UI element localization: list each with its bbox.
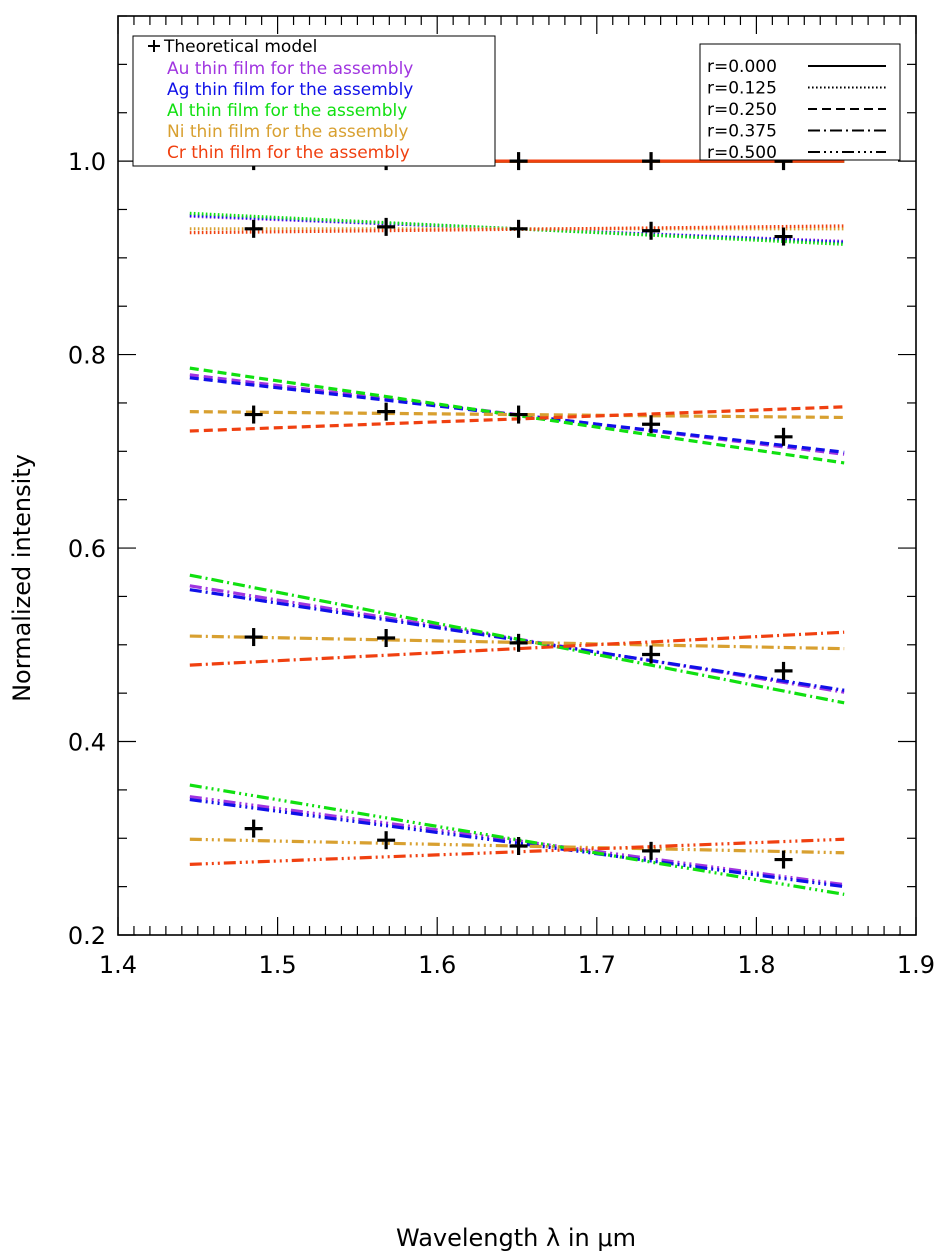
- style-legend-label: r=0.375: [707, 122, 777, 142]
- theoretical-model-marker: [509, 837, 528, 856]
- style-legend-label: r=0.000: [707, 57, 777, 77]
- series-line-cr-r0_125: [189, 224, 845, 235]
- series-line-au-r0_500: [189, 795, 845, 887]
- theoretical-model-marker: [244, 819, 263, 838]
- style-legend-entry: r=0.125: [707, 79, 886, 99]
- theoretical-model-marker: [509, 405, 528, 424]
- theoretical-model-marker: [509, 152, 528, 171]
- axes: [117, 15, 917, 936]
- legend-label-theoretical-model: Theoretical model: [163, 37, 317, 57]
- legend-label-cr: Cr thin film for the assembly: [167, 143, 410, 163]
- legend-label-au: Au thin film for the assembly: [167, 59, 413, 79]
- theoretical-model-marker: [244, 219, 263, 238]
- x-tick-label: 1.6: [418, 951, 456, 979]
- material-legend-box: [132, 35, 496, 167]
- y-axis-label: Normalized intensity: [8, 454, 36, 702]
- style-legend-box: [699, 43, 901, 161]
- legend-label-al: Al thin film for the assembly: [167, 101, 407, 121]
- theoretical-model-marker: [244, 628, 263, 647]
- theoretical-model-marker: [377, 629, 396, 648]
- y-tick-label: 1.0: [68, 148, 106, 176]
- theoretical-model-marker: [509, 633, 528, 652]
- style-legend-entry: r=0.500: [707, 143, 886, 163]
- theoretical-model-marker: [377, 217, 396, 236]
- theoretical-model-marker: [642, 152, 661, 171]
- legend-label-ag: Ag thin film for the assembly: [167, 80, 413, 100]
- series-line-ni-r0_500: [189, 837, 845, 855]
- theoretical-model-marker: [509, 219, 528, 238]
- x-tick-label: 1.4: [99, 951, 137, 979]
- theoretical-model-marker: [774, 850, 793, 869]
- theoretical-model-marker: [642, 415, 661, 434]
- y-tick-label: 0.6: [68, 535, 106, 563]
- series-line-ag-r0_500: [189, 797, 845, 889]
- theoretical-model-marker: [377, 831, 396, 850]
- theoretical-model-marker: [642, 645, 661, 664]
- style-legend-entry: r=0.375: [707, 122, 886, 142]
- theoretical-model-marker: [642, 841, 661, 860]
- style-legend-label: r=0.125: [707, 79, 777, 99]
- theoretical-model-marker: [244, 405, 263, 424]
- y-tick-label: 0.8: [68, 342, 106, 370]
- series-line-cr-r0_500: [189, 837, 845, 866]
- legend-entry-theoretical-model: Theoretical model: [148, 37, 317, 57]
- x-tick-label: 1.7: [578, 951, 616, 979]
- style-legend-label: r=0.250: [707, 100, 777, 120]
- series-line-cr-r0_375: [189, 630, 845, 667]
- series-line-al-r0_500: [189, 783, 845, 896]
- series-line-al-r0_125: [189, 211, 845, 246]
- series-line-ni-r0_375: [189, 634, 845, 651]
- legend-label-ni: Ni thin film for the assembly: [167, 122, 408, 142]
- theoretical-model-marker: [642, 221, 661, 240]
- theoretical-model-marker: [774, 661, 793, 680]
- style-legend-label: r=0.500: [707, 143, 777, 163]
- style-legend-entry: r=0.250: [707, 100, 886, 120]
- theoretical-model-marker: [377, 402, 396, 421]
- y-tick-label: 0.2: [68, 922, 106, 950]
- x-axis-label: Wavelength λ in μm: [396, 1224, 636, 1252]
- tick-labels: 1.4 1.5 1.6 1.7 1.8 1.9 0.2 0.4 0.6 0.8 1.0: [68, 148, 935, 979]
- style-legend-entry: r=0.000: [707, 57, 886, 77]
- x-tick-label: 1.5: [259, 951, 297, 979]
- x-tick-label: 1.9: [897, 951, 935, 979]
- y-tick-label: 0.4: [68, 729, 106, 757]
- theoretical-model-marker: [774, 427, 793, 446]
- theoretical-model-marker: [774, 227, 793, 246]
- x-tick-label: 1.8: [737, 951, 775, 979]
